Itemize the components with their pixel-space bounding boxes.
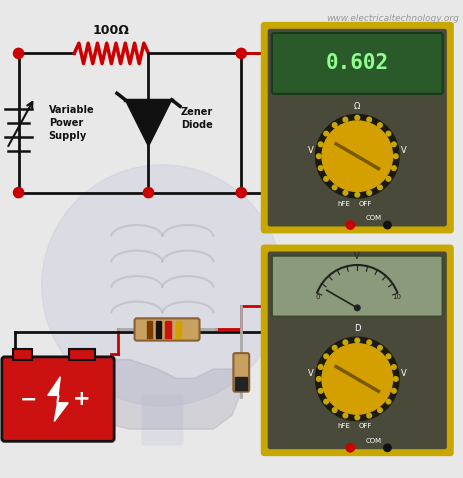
Text: 0.602: 0.602 bbox=[325, 54, 388, 74]
FancyBboxPatch shape bbox=[134, 318, 199, 341]
FancyBboxPatch shape bbox=[267, 29, 446, 227]
Circle shape bbox=[377, 123, 382, 127]
Circle shape bbox=[383, 444, 390, 452]
Circle shape bbox=[385, 131, 390, 136]
Circle shape bbox=[332, 408, 336, 413]
Circle shape bbox=[345, 444, 354, 452]
Text: V: V bbox=[400, 146, 406, 155]
Circle shape bbox=[354, 415, 359, 420]
Circle shape bbox=[391, 389, 395, 393]
Text: hFE: hFE bbox=[336, 424, 349, 430]
Text: Zener
Diode: Zener Diode bbox=[181, 107, 213, 130]
Bar bbox=[165, 321, 170, 338]
Circle shape bbox=[342, 340, 347, 345]
Circle shape bbox=[332, 123, 336, 127]
Text: www.electricaltechnology.org: www.electricaltechnology.org bbox=[326, 14, 458, 23]
Text: hFE: hFE bbox=[336, 201, 349, 207]
Bar bbox=[156, 321, 161, 338]
Circle shape bbox=[391, 142, 395, 147]
Circle shape bbox=[377, 408, 382, 413]
Circle shape bbox=[318, 365, 322, 369]
Circle shape bbox=[321, 344, 392, 414]
Circle shape bbox=[143, 187, 153, 198]
Circle shape bbox=[318, 389, 322, 393]
Circle shape bbox=[321, 121, 392, 192]
Circle shape bbox=[13, 48, 24, 58]
Circle shape bbox=[393, 154, 397, 159]
Circle shape bbox=[366, 191, 371, 195]
Bar bbox=[69, 348, 95, 359]
Circle shape bbox=[366, 413, 371, 418]
Polygon shape bbox=[48, 377, 68, 421]
Circle shape bbox=[236, 187, 246, 198]
Circle shape bbox=[236, 48, 246, 58]
FancyBboxPatch shape bbox=[2, 357, 114, 441]
Circle shape bbox=[354, 115, 359, 120]
Circle shape bbox=[383, 221, 390, 229]
Circle shape bbox=[354, 338, 359, 343]
Text: −: − bbox=[19, 389, 37, 409]
Circle shape bbox=[354, 305, 359, 311]
Text: V: V bbox=[400, 369, 406, 378]
Circle shape bbox=[318, 142, 322, 147]
FancyBboxPatch shape bbox=[260, 245, 453, 456]
Circle shape bbox=[342, 413, 347, 418]
Text: COM: COM bbox=[365, 215, 381, 221]
Circle shape bbox=[342, 117, 347, 122]
Text: 100Ω: 100Ω bbox=[93, 24, 130, 37]
Circle shape bbox=[391, 166, 395, 171]
Circle shape bbox=[345, 221, 354, 229]
Circle shape bbox=[323, 131, 328, 136]
Circle shape bbox=[354, 193, 359, 197]
Circle shape bbox=[318, 166, 322, 171]
Circle shape bbox=[42, 165, 282, 406]
Circle shape bbox=[385, 354, 390, 358]
Circle shape bbox=[315, 337, 398, 421]
Circle shape bbox=[323, 399, 328, 404]
Circle shape bbox=[385, 176, 390, 181]
Circle shape bbox=[385, 399, 390, 404]
Circle shape bbox=[332, 346, 336, 350]
Circle shape bbox=[316, 377, 320, 381]
Text: V: V bbox=[354, 252, 359, 261]
Bar bbox=[146, 321, 152, 338]
Circle shape bbox=[323, 354, 328, 358]
Text: 10: 10 bbox=[391, 294, 400, 300]
Text: COM: COM bbox=[365, 438, 381, 444]
Circle shape bbox=[316, 154, 320, 159]
FancyBboxPatch shape bbox=[271, 33, 442, 94]
Circle shape bbox=[377, 185, 382, 190]
Circle shape bbox=[342, 191, 347, 195]
Circle shape bbox=[391, 365, 395, 369]
Circle shape bbox=[315, 114, 398, 198]
Bar bbox=[235, 377, 247, 390]
FancyBboxPatch shape bbox=[233, 353, 249, 391]
FancyBboxPatch shape bbox=[141, 394, 183, 445]
Text: +: + bbox=[73, 389, 90, 409]
Circle shape bbox=[323, 176, 328, 181]
Text: OFF: OFF bbox=[358, 424, 371, 430]
Text: 0: 0 bbox=[315, 294, 319, 300]
FancyBboxPatch shape bbox=[267, 251, 446, 449]
Polygon shape bbox=[83, 359, 241, 429]
Circle shape bbox=[13, 187, 24, 198]
Circle shape bbox=[366, 117, 371, 122]
Text: Variable
Power
Supply: Variable Power Supply bbox=[49, 105, 94, 141]
Circle shape bbox=[393, 377, 397, 381]
Bar bbox=[13, 348, 32, 359]
Circle shape bbox=[377, 346, 382, 350]
Circle shape bbox=[366, 340, 371, 345]
Text: Ω: Ω bbox=[353, 102, 360, 111]
Text: OFF: OFF bbox=[358, 201, 371, 207]
FancyBboxPatch shape bbox=[271, 256, 442, 316]
Circle shape bbox=[332, 185, 336, 190]
Bar bbox=[175, 321, 181, 338]
FancyBboxPatch shape bbox=[260, 22, 453, 233]
Text: V: V bbox=[307, 146, 313, 155]
Polygon shape bbox=[125, 100, 171, 146]
Text: V: V bbox=[307, 369, 313, 378]
Text: D: D bbox=[353, 325, 360, 334]
